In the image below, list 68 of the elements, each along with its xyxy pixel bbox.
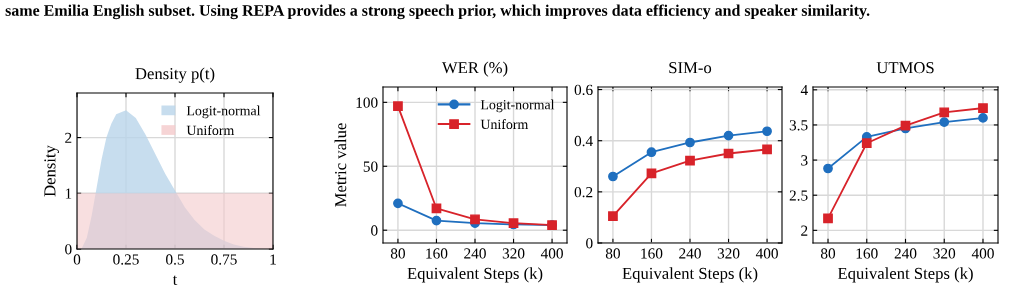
x-tick-label: 80 <box>605 248 620 259</box>
x-axis-title: Equivalent Steps (k) <box>837 267 973 283</box>
x-tick-label: 80 <box>820 248 836 259</box>
text: same Emilia English subset. Using REPA provides a strong speech prior, which improves data efficiency and speaker similarity. <box>5 4 870 20</box>
x-tick-label: 0.75 <box>211 254 237 265</box>
x-tick-label: 0.25 <box>113 254 139 265</box>
y-tick-label: 3 <box>801 155 808 166</box>
y-axis-title: Metric value <box>334 123 347 207</box>
y-tick-label: 2.5 <box>789 190 808 201</box>
y-tick-label: 100 <box>356 97 378 108</box>
x-tick-label: 240 <box>679 248 701 259</box>
chart-title: SIM-o <box>669 62 712 74</box>
y-tick-label: 0 <box>586 238 593 249</box>
point <box>823 163 833 174</box>
point <box>723 130 734 141</box>
y-tick-label: 0.6 <box>574 84 593 96</box>
point <box>978 103 988 113</box>
point <box>646 147 657 158</box>
point <box>978 113 988 123</box>
x-axis-title: Equivalent Steps (k) <box>407 267 543 283</box>
x-tick-label: 400 <box>755 248 778 259</box>
x-axis-title: t <box>172 275 178 285</box>
chart-title: WER (%) <box>441 61 508 77</box>
point <box>470 214 480 225</box>
point <box>762 126 772 137</box>
y-tick-label: 0.4 <box>574 135 593 147</box>
point <box>939 117 950 127</box>
point <box>762 144 772 155</box>
x-tick-label: 80 <box>390 248 405 259</box>
x-tick-label: 1 <box>270 254 276 265</box>
y-tick-label: 50 <box>363 161 378 172</box>
legend-label: Uniform <box>186 125 235 136</box>
x-tick-label: 160 <box>856 248 878 259</box>
x-tick-label: 240 <box>464 248 486 259</box>
point <box>939 107 950 118</box>
y-axis-title: Density <box>44 145 59 197</box>
y-tick-label: 4 <box>800 85 808 96</box>
x-tick-label: 160 <box>426 248 448 259</box>
chart-title: UTMOS <box>876 62 934 74</box>
y-tick-label: 3.5 <box>789 120 808 131</box>
x-tick-label: 320 <box>933 248 956 259</box>
x-tick-label: 0.5 <box>166 254 184 265</box>
y-tick-label: 1 <box>65 188 72 199</box>
point <box>393 198 403 209</box>
x-tick-label: 240 <box>894 248 917 259</box>
y-tick-label: 0.2 <box>574 186 593 198</box>
x-tick-label: 320 <box>717 248 740 259</box>
y-tick-label: 2 <box>801 225 808 236</box>
legend-label: Uniform <box>480 119 529 130</box>
legend-label: Logit-normal <box>186 105 261 119</box>
legend-label: Logit-normal <box>480 99 555 113</box>
chart-title: Density p(t) <box>135 67 215 83</box>
point <box>608 211 618 222</box>
x-tick-label: 160 <box>641 248 663 259</box>
x-tick-label: 400 <box>971 248 994 259</box>
point <box>685 137 695 148</box>
point <box>861 138 872 149</box>
point <box>431 215 442 226</box>
y-tick-label: 2 <box>65 132 72 143</box>
x-tick-label: 0 <box>73 254 81 265</box>
point <box>393 101 403 112</box>
y-tick-label: 0 <box>371 225 378 236</box>
x-axis-title: Equivalent Steps (k) <box>622 267 758 283</box>
point <box>685 155 695 166</box>
point <box>608 171 618 182</box>
point <box>823 213 833 224</box>
x-tick-label: 400 <box>540 248 563 259</box>
x-tick-label: 320 <box>502 248 525 259</box>
